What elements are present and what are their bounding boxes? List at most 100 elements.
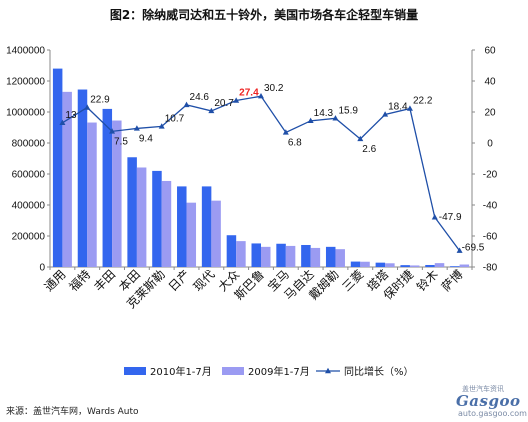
- bar-2010: [276, 243, 286, 267]
- growth-data-label: -69.5: [462, 243, 485, 254]
- growth-point: [59, 119, 66, 126]
- growth-point: [282, 129, 289, 135]
- bar-2010: [325, 246, 336, 267]
- bar-2009: [87, 122, 97, 267]
- category-label: 萨博: [438, 267, 466, 295]
- right-axis-tick-label: -80: [483, 263, 498, 274]
- bar-2009: [211, 200, 221, 267]
- bar-2009: [236, 241, 246, 267]
- growth-point: [158, 123, 165, 129]
- growth-point: [382, 111, 389, 117]
- right-axis-tick-label: 40: [484, 77, 496, 88]
- growth-data-label: 9.4: [139, 133, 153, 144]
- category-label: 三菱: [340, 267, 367, 294]
- left-axis-tick-label: 1000000: [6, 108, 45, 119]
- legend-marker-growth: [325, 367, 331, 374]
- right-axis-tick-label: 20: [484, 108, 496, 119]
- bar-2009: [385, 263, 395, 267]
- bar-2010: [375, 262, 386, 267]
- left-axis-tick-label: 1400000: [6, 46, 45, 57]
- legend-swatch-2010: [124, 367, 146, 375]
- growth-data-label: 10.7: [165, 113, 185, 124]
- growth-point: [84, 104, 91, 110]
- bar-2010: [102, 108, 113, 268]
- legend-label-2009: 2009年1-7月: [248, 365, 310, 378]
- growth-point: [357, 135, 364, 142]
- bar-2010: [77, 89, 88, 268]
- bar-2009: [360, 261, 370, 267]
- growth-data-label: 22.2: [413, 96, 433, 107]
- right-axis-tick-label: 0: [487, 139, 493, 150]
- bar-2009: [112, 120, 122, 268]
- legend-label-2010: 2010年1-7月: [150, 365, 212, 378]
- source-note: 来源：盖世汽车网，Wards Auto: [6, 407, 139, 417]
- bar-2009: [161, 180, 172, 267]
- growth-data-label: 18.4: [388, 101, 408, 112]
- bar-2010: [152, 170, 162, 267]
- growth-data-label: 7.5: [114, 136, 128, 147]
- left-axis-tick-label: 400000: [12, 201, 46, 212]
- growth-data-label: 13: [65, 110, 77, 121]
- bar-2009: [434, 263, 445, 267]
- category-label: 通用: [42, 267, 69, 294]
- growth-data-label: 22.9: [90, 95, 110, 106]
- legend-label-growth: 同比增长（%）: [344, 365, 414, 378]
- growth-data-label: 27.4: [239, 88, 259, 99]
- growth-point: [133, 125, 140, 131]
- left-axis-tick-label: 600000: [12, 170, 46, 181]
- growth-data-label: 15.9: [338, 105, 358, 116]
- bar-2010: [127, 157, 137, 267]
- bar-2009: [285, 245, 296, 267]
- bar-2009: [186, 202, 197, 267]
- chart-title: 图2：除纳威司达和五十铃外，美国市场各车企轻型车销量: [109, 8, 419, 22]
- right-axis-tick-label: -20: [483, 170, 498, 181]
- left-axis-tick-label: 200000: [12, 232, 46, 243]
- bar-2010: [226, 235, 237, 267]
- growth-data-label: 14.3: [314, 108, 334, 119]
- watermark-url: auto.gasgoo.com: [458, 409, 527, 418]
- growth-data-label: 30.2: [264, 83, 284, 94]
- legend-swatch-2009: [222, 367, 244, 375]
- right-axis-tick-label: -60: [483, 232, 498, 243]
- category-label: 日产: [166, 267, 193, 294]
- category-label: 铃木: [413, 267, 441, 295]
- growth-point: [406, 105, 413, 111]
- growth-data-label: 6.8: [288, 137, 302, 148]
- growth-point: [233, 97, 240, 103]
- bar-2009: [62, 91, 72, 267]
- bar-2010: [251, 243, 261, 267]
- growth-point: [431, 214, 438, 220]
- gasgoo-watermark-logo: 盖世汽车资讯 Gasgoo auto.gasgoo.com: [452, 384, 527, 418]
- category-label: 现代: [191, 267, 218, 294]
- bar-2009: [409, 265, 420, 267]
- left-axis-tick-label: 800000: [12, 139, 46, 150]
- category-label: 丰田: [91, 267, 118, 294]
- growth-point: [332, 115, 339, 121]
- bar-2010: [52, 68, 63, 267]
- watermark-top-text: 盖世汽车资讯: [462, 385, 504, 393]
- growth-point: [109, 128, 116, 134]
- growth-data-label: 24.6: [190, 92, 210, 103]
- growth-data-label: 2.6: [362, 144, 376, 155]
- right-axis-tick-label: 60: [484, 46, 496, 57]
- category-label: 福特: [66, 267, 94, 295]
- bar-2010: [177, 186, 187, 267]
- growth-point: [208, 107, 215, 114]
- bar-2010: [350, 261, 361, 267]
- bar-2010: [450, 266, 460, 267]
- bar-2009: [261, 246, 271, 267]
- bar-2010: [425, 264, 435, 267]
- growth-data-label: 20.7: [214, 98, 234, 109]
- bar-2010: [301, 244, 311, 267]
- growth-point: [258, 92, 264, 99]
- bar-2010: [400, 265, 410, 267]
- growth-point: [307, 117, 314, 124]
- left-axis-tick-label: 1200000: [6, 77, 45, 88]
- growth-point: [183, 101, 190, 108]
- bar-2009: [335, 249, 345, 267]
- bar-2010: [201, 186, 212, 267]
- bar-2009: [310, 247, 321, 267]
- right-axis-tick-label: -40: [483, 201, 498, 212]
- growth-data-label: -47.9: [439, 212, 462, 223]
